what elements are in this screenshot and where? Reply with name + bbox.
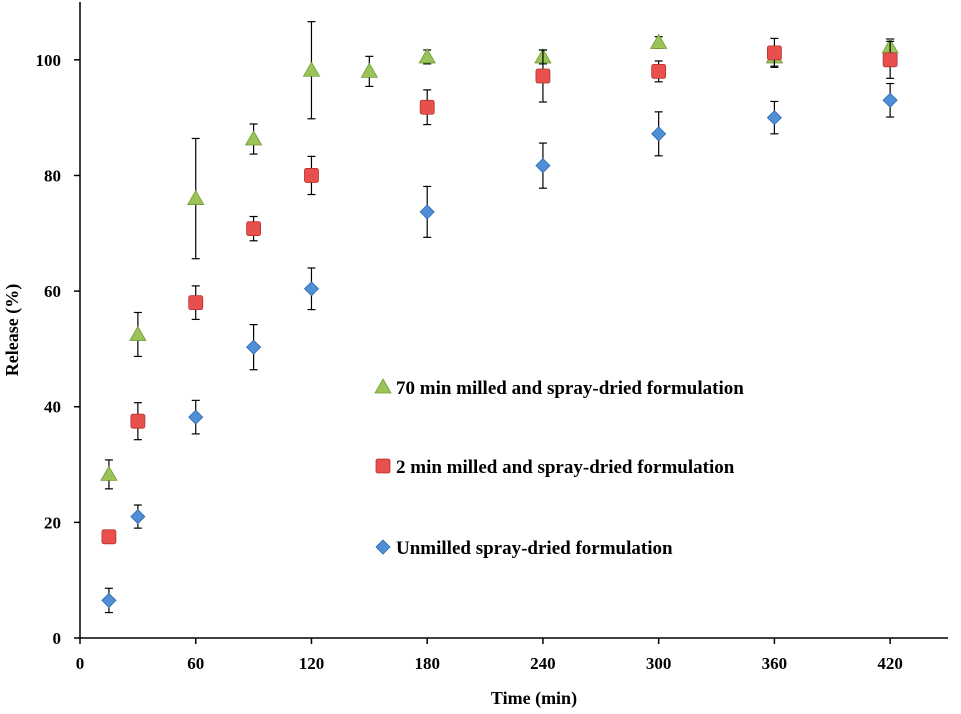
data-point-square bbox=[651, 63, 667, 79]
data-point-triangle bbox=[129, 325, 147, 341]
y-tick-label: 80 bbox=[44, 166, 61, 185]
x-tick-label: 240 bbox=[530, 654, 556, 673]
x-tick-label: 180 bbox=[414, 654, 440, 673]
x-tick-label: 0 bbox=[76, 654, 85, 673]
legend-label: 70 min milled and spray-dried formulatio… bbox=[396, 378, 744, 399]
data-point-square bbox=[130, 413, 146, 429]
legend-marker-square bbox=[375, 458, 391, 474]
y-axis-title: Release (%) bbox=[2, 284, 23, 376]
data-point-diamond bbox=[246, 339, 262, 355]
data-point-diamond bbox=[303, 281, 320, 297]
data-point-square bbox=[246, 221, 262, 237]
data-point-diamond bbox=[651, 126, 667, 142]
plot-series bbox=[100, 21, 899, 614]
x-tick-label: 360 bbox=[762, 654, 788, 673]
data-point-diamond bbox=[130, 509, 146, 525]
series-square bbox=[101, 37, 898, 545]
data-point-square bbox=[535, 68, 551, 84]
data-point-triangle bbox=[244, 130, 263, 146]
legend-item: Unmilled spray-dried formulation bbox=[375, 538, 673, 559]
series-triangle bbox=[100, 21, 899, 490]
y-tick-label: 100 bbox=[36, 51, 62, 70]
legend: 70 min milled and spray-dried formulatio… bbox=[374, 378, 744, 559]
data-point-triangle bbox=[649, 33, 668, 49]
data-point-diamond bbox=[188, 409, 204, 425]
x-axis-ticks: 0 60 120 180 240 300 360 420 bbox=[76, 638, 903, 673]
data-point-triangle bbox=[187, 189, 205, 205]
legend-label: Unmilled spray-dried formulation bbox=[396, 538, 673, 559]
legend-item: 2 min milled and spray-dried formulation bbox=[375, 457, 735, 478]
y-axis-ticks: 0 20 40 60 80 100 bbox=[36, 51, 80, 648]
data-point-diamond bbox=[419, 204, 435, 220]
y-tick-label: 20 bbox=[44, 513, 61, 532]
data-point-diamond bbox=[535, 158, 551, 174]
legend-label: 2 min milled and spray-dried formulation bbox=[396, 457, 735, 478]
data-point-square bbox=[882, 52, 898, 68]
legend-item: 70 min milled and spray-dried formulatio… bbox=[374, 378, 744, 399]
data-point-square bbox=[304, 168, 319, 183]
legend-marker-diamond bbox=[375, 539, 391, 555]
data-point-square bbox=[188, 295, 204, 311]
y-tick-label: 0 bbox=[53, 629, 62, 648]
data-point-triangle bbox=[302, 61, 321, 77]
x-tick-label: 300 bbox=[646, 654, 672, 673]
data-point-triangle bbox=[360, 62, 379, 78]
x-tick-label: 420 bbox=[877, 654, 903, 673]
data-point-square bbox=[767, 45, 782, 61]
legend-marker-triangle bbox=[374, 378, 392, 394]
data-point-diamond bbox=[766, 110, 782, 126]
y-tick-label: 40 bbox=[44, 398, 61, 417]
data-point-triangle bbox=[100, 465, 118, 481]
data-point-square bbox=[419, 99, 435, 115]
x-tick-label: 60 bbox=[187, 654, 204, 673]
data-point-diamond bbox=[101, 592, 117, 608]
series-diamond bbox=[101, 82, 898, 614]
y-tick-label: 60 bbox=[44, 282, 61, 301]
x-tick-label: 120 bbox=[299, 654, 325, 673]
axes bbox=[79, 2, 948, 639]
data-point-diamond bbox=[882, 92, 898, 108]
data-point-square bbox=[101, 529, 117, 545]
data-point-triangle bbox=[418, 48, 436, 64]
x-axis-title: Time (min) bbox=[491, 688, 577, 709]
